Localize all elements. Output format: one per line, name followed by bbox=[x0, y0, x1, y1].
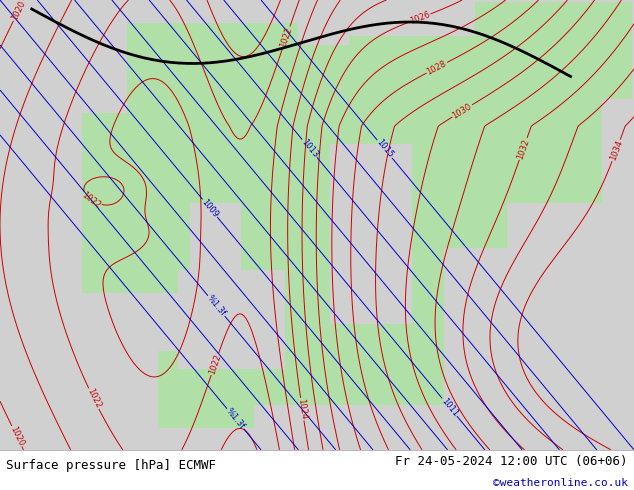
Text: 1034: 1034 bbox=[608, 139, 624, 162]
Text: 1022: 1022 bbox=[207, 353, 223, 375]
Text: 1030: 1030 bbox=[451, 101, 474, 120]
Text: 1032: 1032 bbox=[515, 138, 531, 160]
Text: Surface pressure [hPa] ECMWF: Surface pressure [hPa] ECMWF bbox=[6, 460, 216, 472]
Text: 1020: 1020 bbox=[10, 0, 27, 22]
Text: ©weatheronline.co.uk: ©weatheronline.co.uk bbox=[493, 478, 628, 488]
Text: 1009: 1009 bbox=[200, 197, 220, 219]
Text: 1020: 1020 bbox=[8, 425, 25, 448]
Text: Fr 24-05-2024 12:00 UTC (06+06): Fr 24-05-2024 12:00 UTC (06+06) bbox=[395, 455, 628, 467]
Text: 1022: 1022 bbox=[80, 190, 102, 210]
Text: 1015: 1015 bbox=[374, 138, 395, 160]
Text: 1011: 1011 bbox=[439, 396, 460, 418]
Text: 1024: 1024 bbox=[296, 398, 308, 420]
Text: 1013: 1013 bbox=[299, 138, 320, 159]
Text: 1026: 1026 bbox=[408, 10, 431, 26]
Text: 1022: 1022 bbox=[85, 387, 102, 410]
Text: %1.3f: %1.3f bbox=[205, 294, 228, 318]
Text: 1028: 1028 bbox=[425, 59, 448, 76]
Text: 1022: 1022 bbox=[278, 26, 294, 49]
Text: %1.3f: %1.3f bbox=[224, 407, 247, 431]
